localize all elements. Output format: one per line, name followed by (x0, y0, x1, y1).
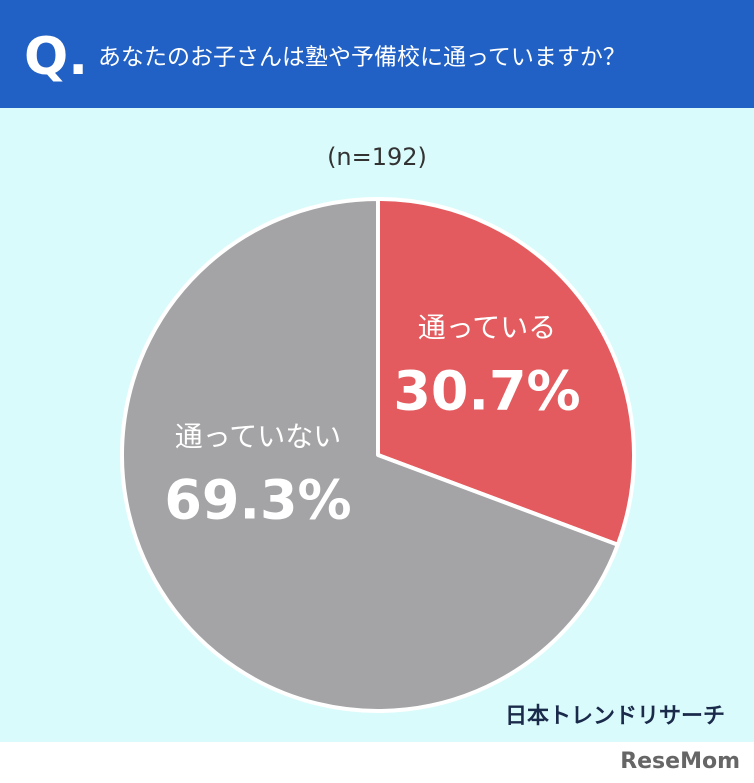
slice-category-label: 通っていない (175, 420, 342, 453)
slice-value-label: 30.7% (393, 360, 580, 423)
pie: 通っている 30.7% 通っていない 69.3% (120, 197, 636, 713)
pie-slice (120, 197, 620, 713)
watermark: ReseMom (620, 749, 740, 774)
slice-category-label: 通っている (418, 311, 557, 344)
chart-title: あなたのお子さんは塾や予備校に通っていますか？ (98, 45, 626, 71)
slice-value-label: 69.3% (164, 469, 351, 532)
pie-slice (376, 197, 636, 547)
chart-subtitle: (n=192) (327, 143, 427, 171)
header-band (0, 0, 754, 108)
footer-strip (0, 742, 754, 783)
source-label: 日本トレンドリサーチ (505, 704, 725, 729)
question-marker: Q. (24, 27, 88, 87)
